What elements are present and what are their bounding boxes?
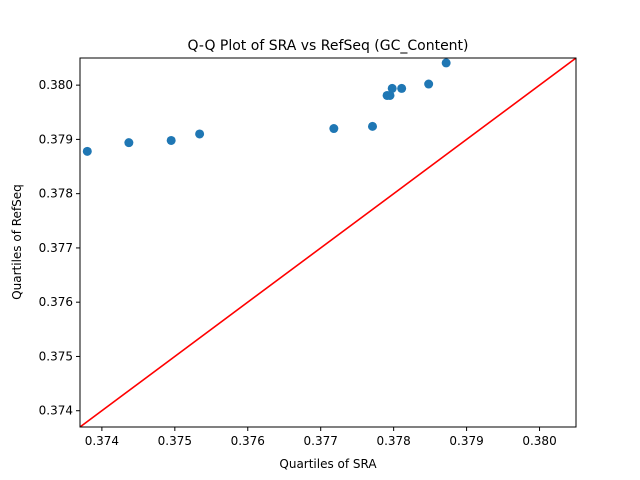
y-tick-label: 0.377 <box>39 241 73 255</box>
data-point <box>441 58 451 68</box>
x-tick-label: 0.376 <box>231 434 265 448</box>
chart-title: Q-Q Plot of SRA vs RefSeq (GC_Content) <box>187 38 468 54</box>
data-point <box>329 124 339 134</box>
data-point <box>397 83 407 93</box>
plot-area: 0.374 0.375 0.376 0.377 0.378 0.379 0.380 0.374… <box>39 57 577 448</box>
x-tick-label: 0.380 <box>522 434 556 448</box>
x-axis-label: Quartiles of SRA <box>279 457 377 471</box>
reference-line <box>80 58 576 427</box>
x-tick-label: 0.379 <box>449 434 483 448</box>
data-point <box>166 135 176 145</box>
data-point <box>195 129 205 139</box>
data-point <box>124 138 134 148</box>
y-tick-label: 0.379 <box>39 132 73 146</box>
data-point <box>424 79 434 89</box>
data-point <box>387 83 397 93</box>
data-point <box>367 121 377 131</box>
y-axis-label: Quartiles of RefSeq <box>10 184 24 300</box>
x-tick-label: 0.374 <box>85 434 119 448</box>
x-tick-label: 0.378 <box>376 434 410 448</box>
y-tick-label: 0.375 <box>39 349 73 363</box>
data-layer <box>80 58 576 427</box>
y-tick-label: 0.378 <box>39 187 73 201</box>
y-tick-label: 0.374 <box>39 404 73 418</box>
x-tick-label: 0.377 <box>304 434 338 448</box>
y-tick-label: 0.376 <box>39 295 73 309</box>
data-point <box>385 90 395 100</box>
x-tick-label: 0.375 <box>158 434 192 448</box>
y-tick-label: 0.380 <box>39 78 73 92</box>
data-point <box>82 146 92 156</box>
axes-frame <box>79 57 577 428</box>
